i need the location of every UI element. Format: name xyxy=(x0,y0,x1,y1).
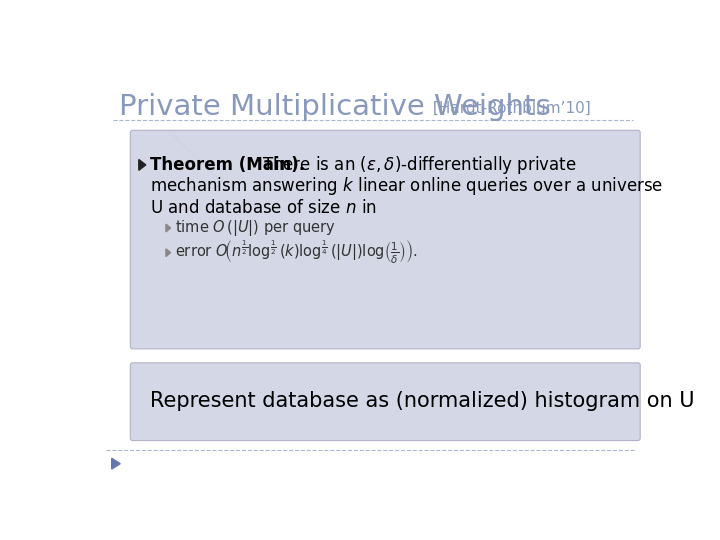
Text: error $O\!\left(n^{\frac{1}{2}}\log^{\frac{1}{2}}(k)\log^{\frac{1}{4}}(|U|)\log\: error $O\!\left(n^{\frac{1}{2}}\log^{\fr… xyxy=(175,239,418,266)
Polygon shape xyxy=(166,249,171,256)
Polygon shape xyxy=(112,458,120,469)
Text: Private Multiplicative Weights: Private Multiplicative Weights xyxy=(120,93,552,121)
Text: [Hardt-Rothblum’10]: [Hardt-Rothblum’10] xyxy=(428,101,590,116)
Polygon shape xyxy=(139,159,145,170)
Polygon shape xyxy=(166,224,171,232)
FancyBboxPatch shape xyxy=(130,363,640,441)
Text: time $O\,(|U|)$ per query: time $O\,(|U|)$ per query xyxy=(175,218,336,238)
Text: Represent database as (normalized) histogram on U: Represent database as (normalized) histo… xyxy=(150,392,695,411)
Text: mechanism answering $k$ linear online queries over a universe: mechanism answering $k$ linear online qu… xyxy=(150,176,664,198)
Text: Theorem (Main).: Theorem (Main). xyxy=(150,156,305,174)
Text: U and database of size $n$ in: U and database of size $n$ in xyxy=(150,199,377,217)
Text: There is an $(\epsilon,\delta)$-differentially private: There is an $(\epsilon,\delta)$-differen… xyxy=(262,154,577,176)
FancyBboxPatch shape xyxy=(130,130,640,349)
